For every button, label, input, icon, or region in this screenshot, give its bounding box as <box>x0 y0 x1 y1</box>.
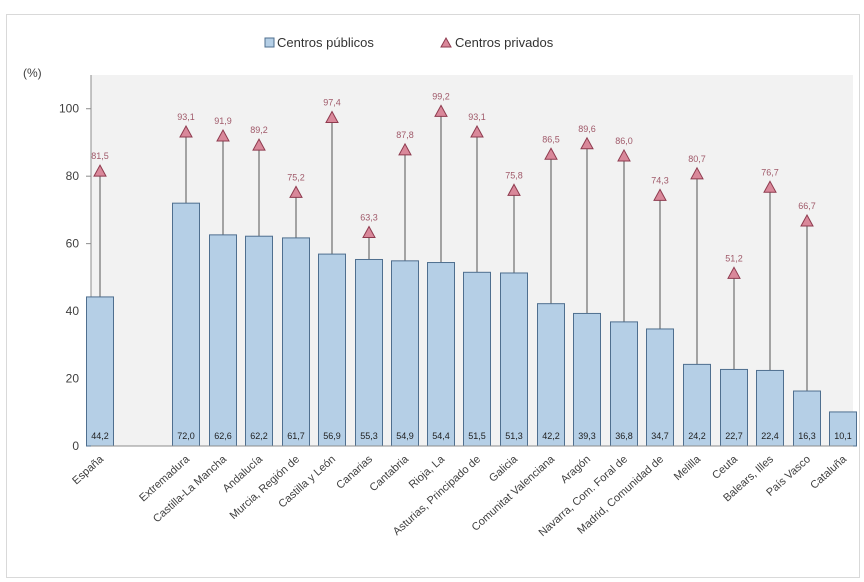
publicos-value-label: 72,0 <box>177 431 195 441</box>
category-label: España <box>70 453 106 487</box>
publicos-bar <box>427 262 455 447</box>
y-tick-label: 40 <box>66 304 80 318</box>
legend-label-privados: Centros privados <box>455 35 554 50</box>
publicos-bar <box>646 328 674 447</box>
category-label: Melilla <box>672 453 704 483</box>
privados-value-label: 89,6 <box>578 124 596 134</box>
privados-marker <box>653 188 667 201</box>
privados-marker <box>800 213 814 227</box>
privados-value-label: 75,8 <box>505 170 523 180</box>
chart-frame: Centros públicos Centros privados (%) 0 2… <box>6 14 860 578</box>
publicos-value-label: 10,1 <box>834 431 852 441</box>
publicos-value-label: 39,3 <box>578 431 596 441</box>
privados-value-label: 93,1 <box>177 112 195 122</box>
publicos-bar <box>463 271 491 447</box>
publicos-value-label: 55,3 <box>360 431 378 441</box>
privados-value-label: 76,7 <box>761 167 779 177</box>
publicos-bar <box>318 253 346 447</box>
privados-value-label: 51,2 <box>725 253 743 263</box>
privados-value-label: 86,0 <box>615 136 633 146</box>
publicos-value-label: 56,9 <box>323 431 341 441</box>
legend-label-publicos: Centros públicos <box>277 35 374 50</box>
privados-marker <box>289 185 303 198</box>
privados-marker <box>398 142 412 156</box>
publicos-bar <box>209 234 237 447</box>
publicos-bar <box>245 235 273 447</box>
publicos-value-label: 24,2 <box>688 431 706 441</box>
privados-marker <box>690 166 704 180</box>
publicos-bar <box>573 312 601 447</box>
category-label: Ceuta <box>710 453 740 482</box>
publicos-value-label: 16,3 <box>798 431 816 441</box>
privados-value-label: 63,3 <box>360 213 378 223</box>
publicos-value-label: 42,2 <box>542 431 560 441</box>
y-axis-unit-label: (%) <box>23 66 42 80</box>
privados-marker <box>434 104 448 117</box>
y-tick-label: 100 <box>59 102 79 116</box>
publicos-bar <box>537 303 565 447</box>
privados-value-label: 75,2 <box>287 172 305 182</box>
privados-marker <box>507 183 521 196</box>
publicos-value-label: 61,7 <box>287 431 305 441</box>
y-tick-label: 80 <box>66 169 80 183</box>
publicos-value-label: 51,3 <box>505 431 523 441</box>
privados-value-label: 81,5 <box>91 151 109 161</box>
privados-marker <box>216 129 230 142</box>
privados-value-label: 80,7 <box>688 154 706 164</box>
privados-value-label: 99,2 <box>432 91 450 101</box>
publicos-value-label: 44,2 <box>91 431 109 441</box>
category-label: Galicia <box>487 453 521 485</box>
privados-marker <box>93 164 107 177</box>
privados-value-label: 86,5 <box>542 134 560 144</box>
category-label: Cataluña <box>808 453 849 492</box>
publicos-value-label: 34,7 <box>651 431 669 441</box>
category-label: Aragón <box>559 453 593 486</box>
publicos-value-label: 62,2 <box>250 431 268 441</box>
publicos-bar <box>683 363 711 447</box>
y-tick-label: 20 <box>66 372 80 386</box>
publicos-value-label: 36,8 <box>615 431 633 441</box>
publicos-bar <box>756 369 784 447</box>
privados-marker <box>179 124 193 138</box>
privados-marker <box>362 225 376 239</box>
privados-marker <box>580 136 594 150</box>
publicos-bar <box>793 390 821 447</box>
legend-marker-privados <box>440 36 452 48</box>
category-label: Cantabria <box>368 453 412 494</box>
privados-marker <box>763 180 777 193</box>
plot-area: 02040608010044,281,5España72,093,1Extrem… <box>59 75 857 539</box>
privados-value-label: 93,1 <box>468 112 486 122</box>
privados-value-label: 87,8 <box>396 130 414 140</box>
publicos-value-label: 22,4 <box>761 431 779 441</box>
publicos-bar <box>86 296 114 447</box>
publicos-value-label: 51,5 <box>468 431 486 441</box>
chart: Centros públicos Centros privados (%) 0 2… <box>23 35 857 539</box>
privados-marker <box>727 266 741 279</box>
privados-value-label: 89,2 <box>250 125 268 135</box>
publicos-bar <box>500 272 528 447</box>
privados-value-label: 91,9 <box>214 116 232 126</box>
privados-value-label: 74,3 <box>651 175 669 185</box>
privados-value-label: 66,7 <box>798 201 816 211</box>
privados-value-label: 97,4 <box>323 97 341 107</box>
publicos-bar <box>610 321 638 447</box>
privados-marker <box>544 147 558 160</box>
publicos-bar <box>829 411 857 447</box>
publicos-value-label: 54,4 <box>432 431 450 441</box>
privados-marker <box>470 124 484 138</box>
publicos-bar <box>282 237 310 447</box>
y-tick-label: 60 <box>66 237 80 251</box>
privados-marker <box>252 138 266 151</box>
legend: Centros públicos Centros privados <box>264 35 554 50</box>
publicos-value-label: 62,6 <box>214 431 232 441</box>
publicos-value-label: 54,9 <box>396 431 414 441</box>
privados-marker <box>325 110 339 123</box>
legend-swatch-publicos <box>264 37 275 48</box>
y-tick-label: 0 <box>72 439 79 453</box>
publicos-bar <box>355 258 383 447</box>
privados-marker <box>617 148 631 162</box>
publicos-bar <box>391 260 419 447</box>
publicos-value-label: 22,7 <box>725 431 743 441</box>
publicos-bar <box>172 202 200 447</box>
